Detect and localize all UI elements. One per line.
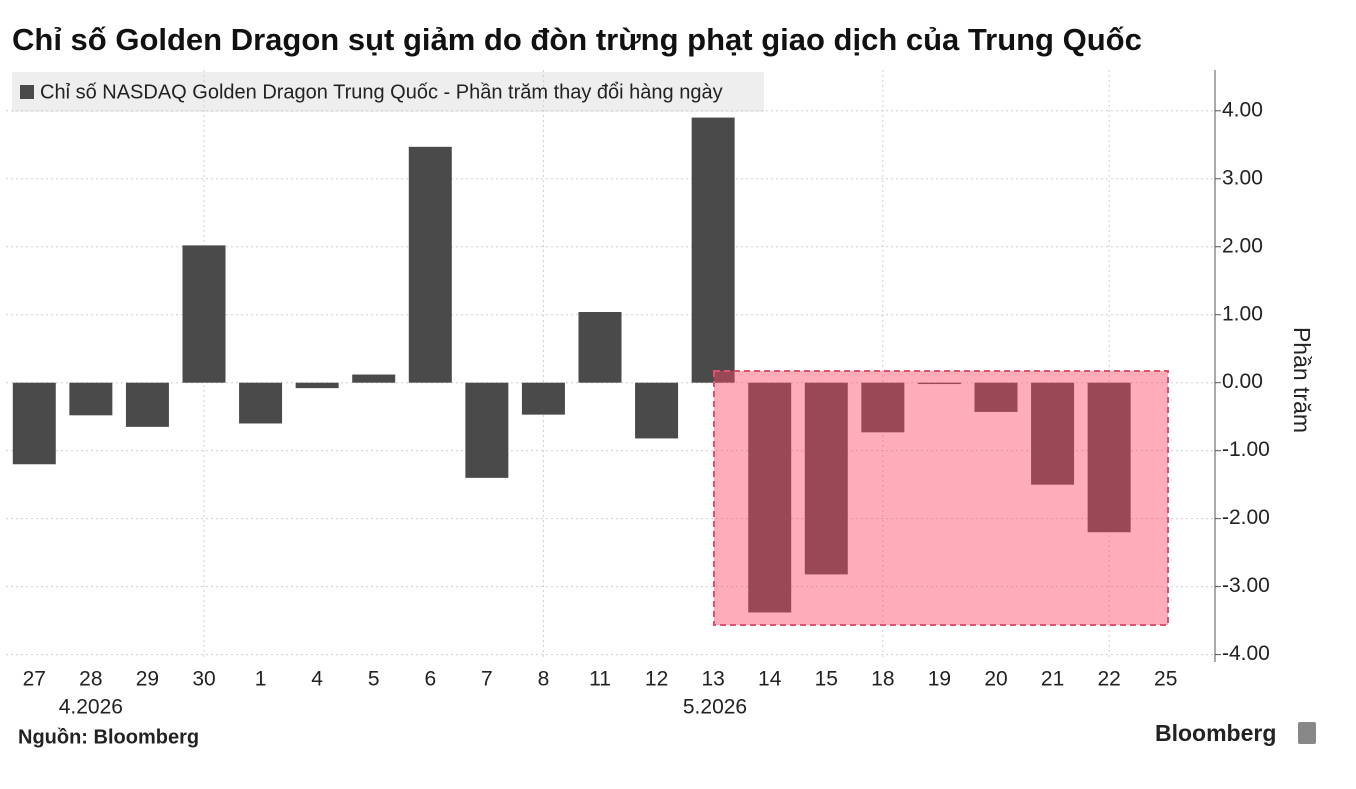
y-tick-label: 3.00 [1222,166,1263,189]
month-label: 5.2026 [683,696,747,719]
bar [691,117,735,383]
x-tick-label: 29 [136,668,159,691]
x-tick-label: 27 [23,668,46,691]
month-label: 4.2026 [59,696,123,719]
bar [239,382,283,424]
x-tick-label: 19 [928,668,951,691]
legend-swatch [20,85,34,99]
bar [974,382,1018,412]
x-tick-label: 13 [701,668,724,691]
x-tick-label: 22 [1097,668,1120,691]
bar [578,311,622,383]
bar [295,382,339,389]
legend-label: Chỉ số NASDAQ Golden Dragon Trung Quốc -… [40,81,723,103]
x-tick-label: 14 [758,668,782,691]
y-tick-label: 2.00 [1222,234,1263,257]
bar [804,382,848,575]
x-tick-label: 7 [481,668,493,691]
x-tick-label: 6 [424,668,436,691]
y-axis-title: Phần trăm [1289,327,1315,433]
bar [861,382,905,433]
y-tick-label: -3.00 [1222,574,1270,597]
x-tick-label: 21 [1041,668,1064,691]
y-tick-label: -4.00 [1222,642,1270,665]
source: Nguồn: Bloomberg [18,726,199,748]
y-tick-label: 0.00 [1222,370,1263,393]
x-tick-label: 25 [1154,668,1177,691]
x-tick-label: 20 [984,668,1007,691]
x-tick-label: 30 [192,668,215,691]
x-tick-label: 11 [589,668,611,691]
bar [521,382,565,415]
bar [465,382,509,478]
highlight-box [713,370,1169,626]
x-tick-label: 4 [311,668,323,691]
bar [1031,382,1075,485]
bar [69,382,113,416]
brand-icon [1298,722,1316,744]
x-tick-label: 5 [368,668,380,691]
bar [748,382,792,613]
x-tick-label: 8 [538,668,550,691]
bar [1087,382,1131,533]
bar [408,146,452,383]
bar [125,382,169,427]
x-tick-label: 1 [255,668,267,691]
bar [917,382,961,385]
x-tick-label: 18 [871,668,894,691]
bar [182,245,226,383]
chart-title: Chỉ số Golden Dragon sụt giảm do đòn trừ… [12,22,1142,57]
x-tick-label: 12 [645,668,668,691]
y-tick-label: 1.00 [1222,302,1263,325]
bar [12,382,56,465]
y-tick-label: -2.00 [1222,506,1270,529]
x-tick-label: 15 [815,668,838,691]
bar [352,374,396,383]
bar [635,382,679,439]
y-tick-label: -1.00 [1222,438,1270,461]
brand-logo: Bloomberg [1155,720,1276,746]
x-tick-label: 28 [79,668,102,691]
legend-box [12,72,764,112]
y-tick-label: 4.00 [1222,98,1263,121]
